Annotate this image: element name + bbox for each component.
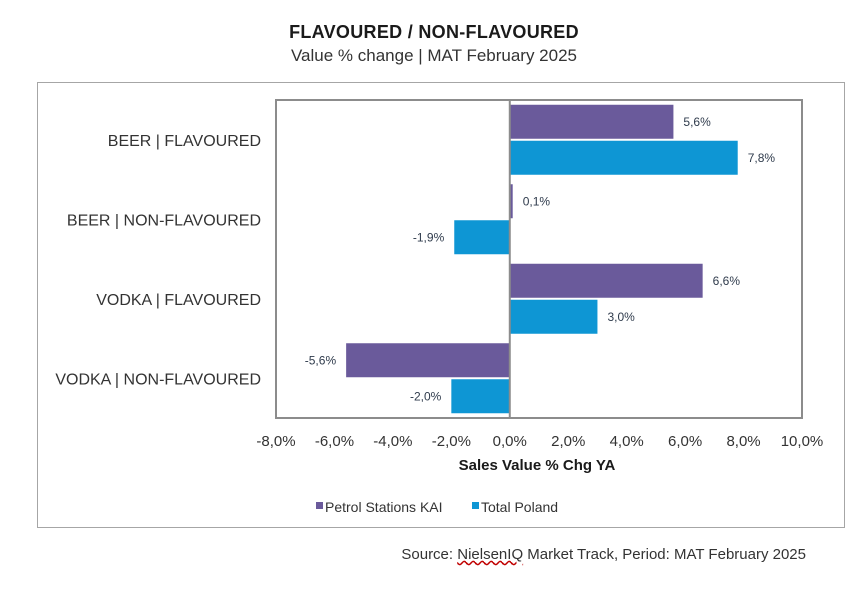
data-label: 6,6% — [713, 274, 741, 288]
data-label: 0,1% — [523, 194, 551, 208]
chart-title: FLAVOURED / NON-FLAVOURED — [289, 22, 579, 42]
legend-swatch-petrol-stations — [316, 502, 323, 509]
x-axis-title: Sales Value % Chg YA — [459, 457, 616, 474]
x-tick-label: -2,0% — [432, 433, 471, 450]
category-label: BEER | NON-FLAVOURED — [67, 212, 261, 229]
data-label: -1,9% — [413, 230, 445, 244]
category-label: VODKA | NON-FLAVOURED — [55, 371, 261, 388]
bar-total-poland — [451, 379, 510, 414]
x-tick-label: 6,0% — [668, 433, 702, 450]
bar-total-poland — [509, 140, 738, 175]
data-label: 5,6% — [683, 115, 711, 129]
chart-subtitle: Value % change | MAT February 2025 — [290, 46, 578, 65]
bar-total-poland — [509, 299, 598, 334]
x-tick-label: 8,0% — [726, 433, 760, 450]
x-tick-label: 2,0% — [551, 433, 585, 450]
x-tick-label: 4,0% — [610, 433, 644, 450]
category-label: VODKA | FLAVOURED — [96, 292, 261, 309]
bar-petrol-stations — [346, 343, 510, 378]
bar-petrol-stations — [509, 104, 674, 139]
legend-label: Total Poland — [481, 499, 558, 515]
x-tick-label: -4,0% — [373, 433, 412, 450]
data-label: -5,6% — [305, 353, 337, 367]
plot-area — [275, 99, 803, 419]
chart-frame — [37, 82, 845, 528]
x-tick-label: 0,0% — [493, 433, 527, 450]
x-tick-label: -8,0% — [256, 433, 295, 450]
legend-swatch-total-poland — [472, 502, 479, 509]
bar-petrol-stations — [509, 263, 703, 298]
data-label: -2,0% — [410, 389, 442, 403]
legend-label: Petrol Stations KAI — [325, 499, 443, 515]
bar-petrol-stations — [509, 184, 513, 219]
data-label: 3,0% — [607, 310, 635, 324]
category-label: BEER | FLAVOURED — [108, 133, 261, 150]
source-note: Source: NielsenIQ Market Track, Period: … — [401, 546, 806, 563]
bar-total-poland — [454, 220, 510, 255]
x-tick-label: -6,0% — [315, 433, 354, 450]
data-label: 7,8% — [748, 151, 776, 165]
x-tick-label: 10,0% — [781, 433, 824, 450]
